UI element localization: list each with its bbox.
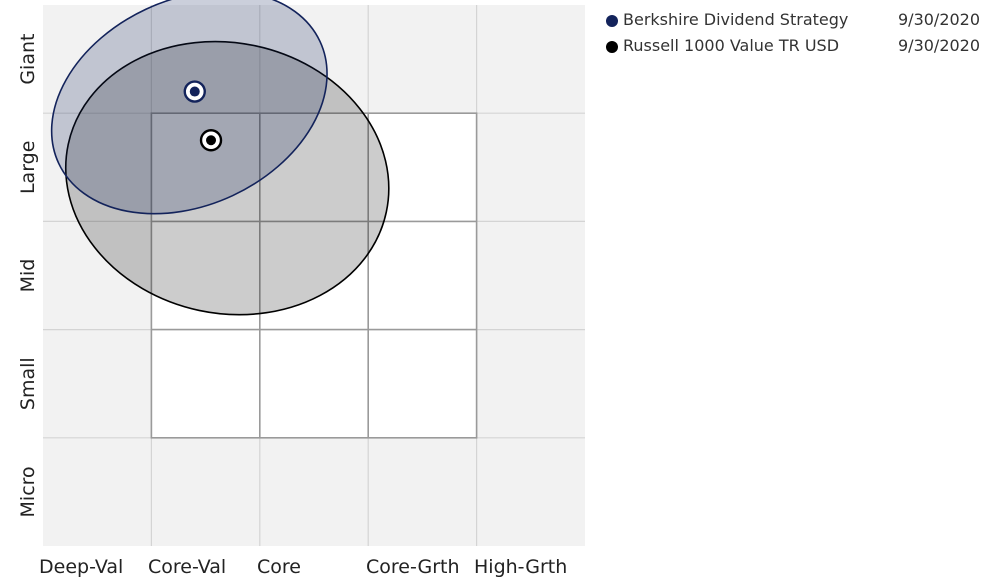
- y-axis-tick-label: Large: [17, 141, 39, 194]
- legend-marker-dot-icon: [606, 41, 618, 53]
- ownership-zone-ellipse: [64, 40, 390, 316]
- centroid-marker-dot: [189, 86, 200, 97]
- legend-series-date: 9/30/2020: [898, 10, 981, 29]
- x-axis-tick-label: Core: [257, 556, 301, 578]
- style-box-grid: [150, 112, 478, 439]
- y-axis-tick-label: Giant: [17, 34, 39, 85]
- legend-series-name: Russell 1000 Value TR USD: [623, 36, 840, 55]
- x-axis-tick-label: Deep-Val: [39, 556, 123, 578]
- x-axis-tick-label: Core-Val: [148, 556, 226, 578]
- ownership-zones: [50, 0, 390, 316]
- y-axis-tick-label: Mid: [17, 259, 39, 293]
- ownership-zone-ellipse: [50, 0, 328, 215]
- centroid-marker-dot: [206, 135, 217, 146]
- x-axis-tick-label: Core-Grth: [366, 556, 460, 578]
- y-axis-tick-label: Small: [17, 357, 39, 410]
- x-axis-tick-label: High-Grth: [474, 556, 567, 578]
- style-box-frame: [150, 112, 478, 439]
- legend-series-name: Berkshire Dividend Strategy: [623, 10, 849, 29]
- legend-series-date: 9/30/2020: [898, 36, 981, 55]
- y-axis-tick-labels: Micro Small Mid Large Giant: [17, 34, 39, 518]
- x-axis-tick-labels: Deep-Val Core-Val Core Core-Grth High-Grth: [39, 556, 567, 578]
- legend-marker-dot-icon: [606, 15, 618, 27]
- y-axis-tick-label: Micro: [17, 466, 39, 517]
- centroid-markers: [183, 80, 223, 152]
